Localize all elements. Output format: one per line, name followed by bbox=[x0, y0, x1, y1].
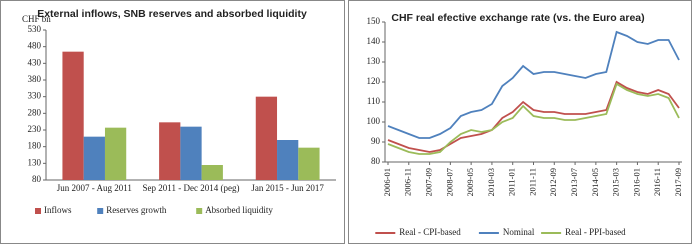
bar bbox=[180, 126, 202, 180]
line-series bbox=[387, 82, 680, 155]
y-tick-label: 120 bbox=[367, 76, 381, 86]
y-tick-label: 330 bbox=[28, 91, 42, 101]
bar bbox=[62, 51, 84, 180]
chart-title: External inflows, SNB reserves and absor… bbox=[37, 8, 307, 20]
x-tick-label: 2014-05 bbox=[590, 168, 600, 196]
x-tick-label: 2016-01 bbox=[631, 168, 641, 196]
y-tick-label: 230 bbox=[28, 124, 42, 134]
x-tick-label: Jan 2015 - Jun 2017 bbox=[251, 183, 324, 193]
y-tick-label: 80 bbox=[371, 156, 381, 166]
x-tick-label: 2006-11 bbox=[403, 168, 413, 196]
y-tick-label: 530 bbox=[28, 24, 42, 34]
line-series bbox=[387, 30, 680, 139]
x-tick-label: Jun 2007 - Aug 2011 bbox=[57, 183, 132, 193]
y-tick-label: 100 bbox=[367, 116, 381, 126]
legend-swatch bbox=[35, 208, 41, 214]
x-tick-label: 2006-01 bbox=[382, 168, 392, 196]
legend-label: Reserves growth bbox=[106, 205, 167, 215]
bar bbox=[277, 140, 299, 180]
y-tick-label: 480 bbox=[28, 41, 42, 51]
y-tick-label: 150 bbox=[367, 16, 381, 26]
x-tick-label: 2008-07 bbox=[444, 168, 454, 196]
x-tick-label: 2009-05 bbox=[465, 168, 475, 196]
y-tick-label: 110 bbox=[367, 96, 381, 106]
y-axis-label: CHF bn bbox=[22, 14, 51, 24]
x-tick-label: 2015-03 bbox=[611, 168, 621, 196]
chart-title: CHF real efective exchange rate (vs. the… bbox=[391, 12, 644, 24]
x-tick-label: Sep 2011 - Dec 2014 (peg) bbox=[143, 183, 240, 193]
y-tick-label: 80 bbox=[32, 174, 42, 184]
panel-border bbox=[0, 0, 345, 244]
legend-label: Real - CPI-based bbox=[399, 227, 461, 237]
legend-label: Nominal bbox=[503, 227, 535, 237]
x-tick-label: 2012-09 bbox=[548, 168, 558, 196]
y-tick-label: 90 bbox=[371, 136, 381, 146]
x-tick-label: 2016-11 bbox=[652, 168, 662, 196]
legend-label: Inflows bbox=[44, 205, 72, 215]
bar bbox=[255, 96, 278, 180]
x-tick-label: 2011-11 bbox=[527, 168, 537, 196]
bar bbox=[298, 147, 320, 180]
x-tick-label: 2007-09 bbox=[424, 168, 434, 196]
y-tick-label: 380 bbox=[28, 74, 42, 84]
y-tick-label: 140 bbox=[367, 36, 381, 46]
legend-swatch bbox=[97, 208, 104, 214]
x-tick-label: 2010-03 bbox=[486, 168, 496, 196]
line-series bbox=[387, 80, 680, 153]
y-tick-label: 130 bbox=[367, 56, 381, 66]
bar bbox=[104, 127, 127, 180]
x-tick-label: 2013-07 bbox=[569, 168, 579, 196]
legend-swatch bbox=[196, 208, 203, 214]
bar bbox=[83, 136, 105, 180]
legend-label: Real - PPI-based bbox=[565, 227, 626, 237]
bar bbox=[201, 165, 223, 180]
bar bbox=[159, 122, 181, 180]
y-tick-label: 280 bbox=[28, 107, 42, 117]
legend-label: Absorbed liquidity bbox=[205, 205, 273, 215]
panel-border bbox=[348, 0, 692, 244]
x-tick-label: 2011-01 bbox=[507, 168, 517, 196]
y-tick-label: 180 bbox=[28, 141, 42, 151]
y-tick-label: 130 bbox=[28, 157, 42, 167]
y-tick-label: 430 bbox=[28, 57, 42, 67]
x-tick-label: 2017-09 bbox=[673, 168, 683, 196]
